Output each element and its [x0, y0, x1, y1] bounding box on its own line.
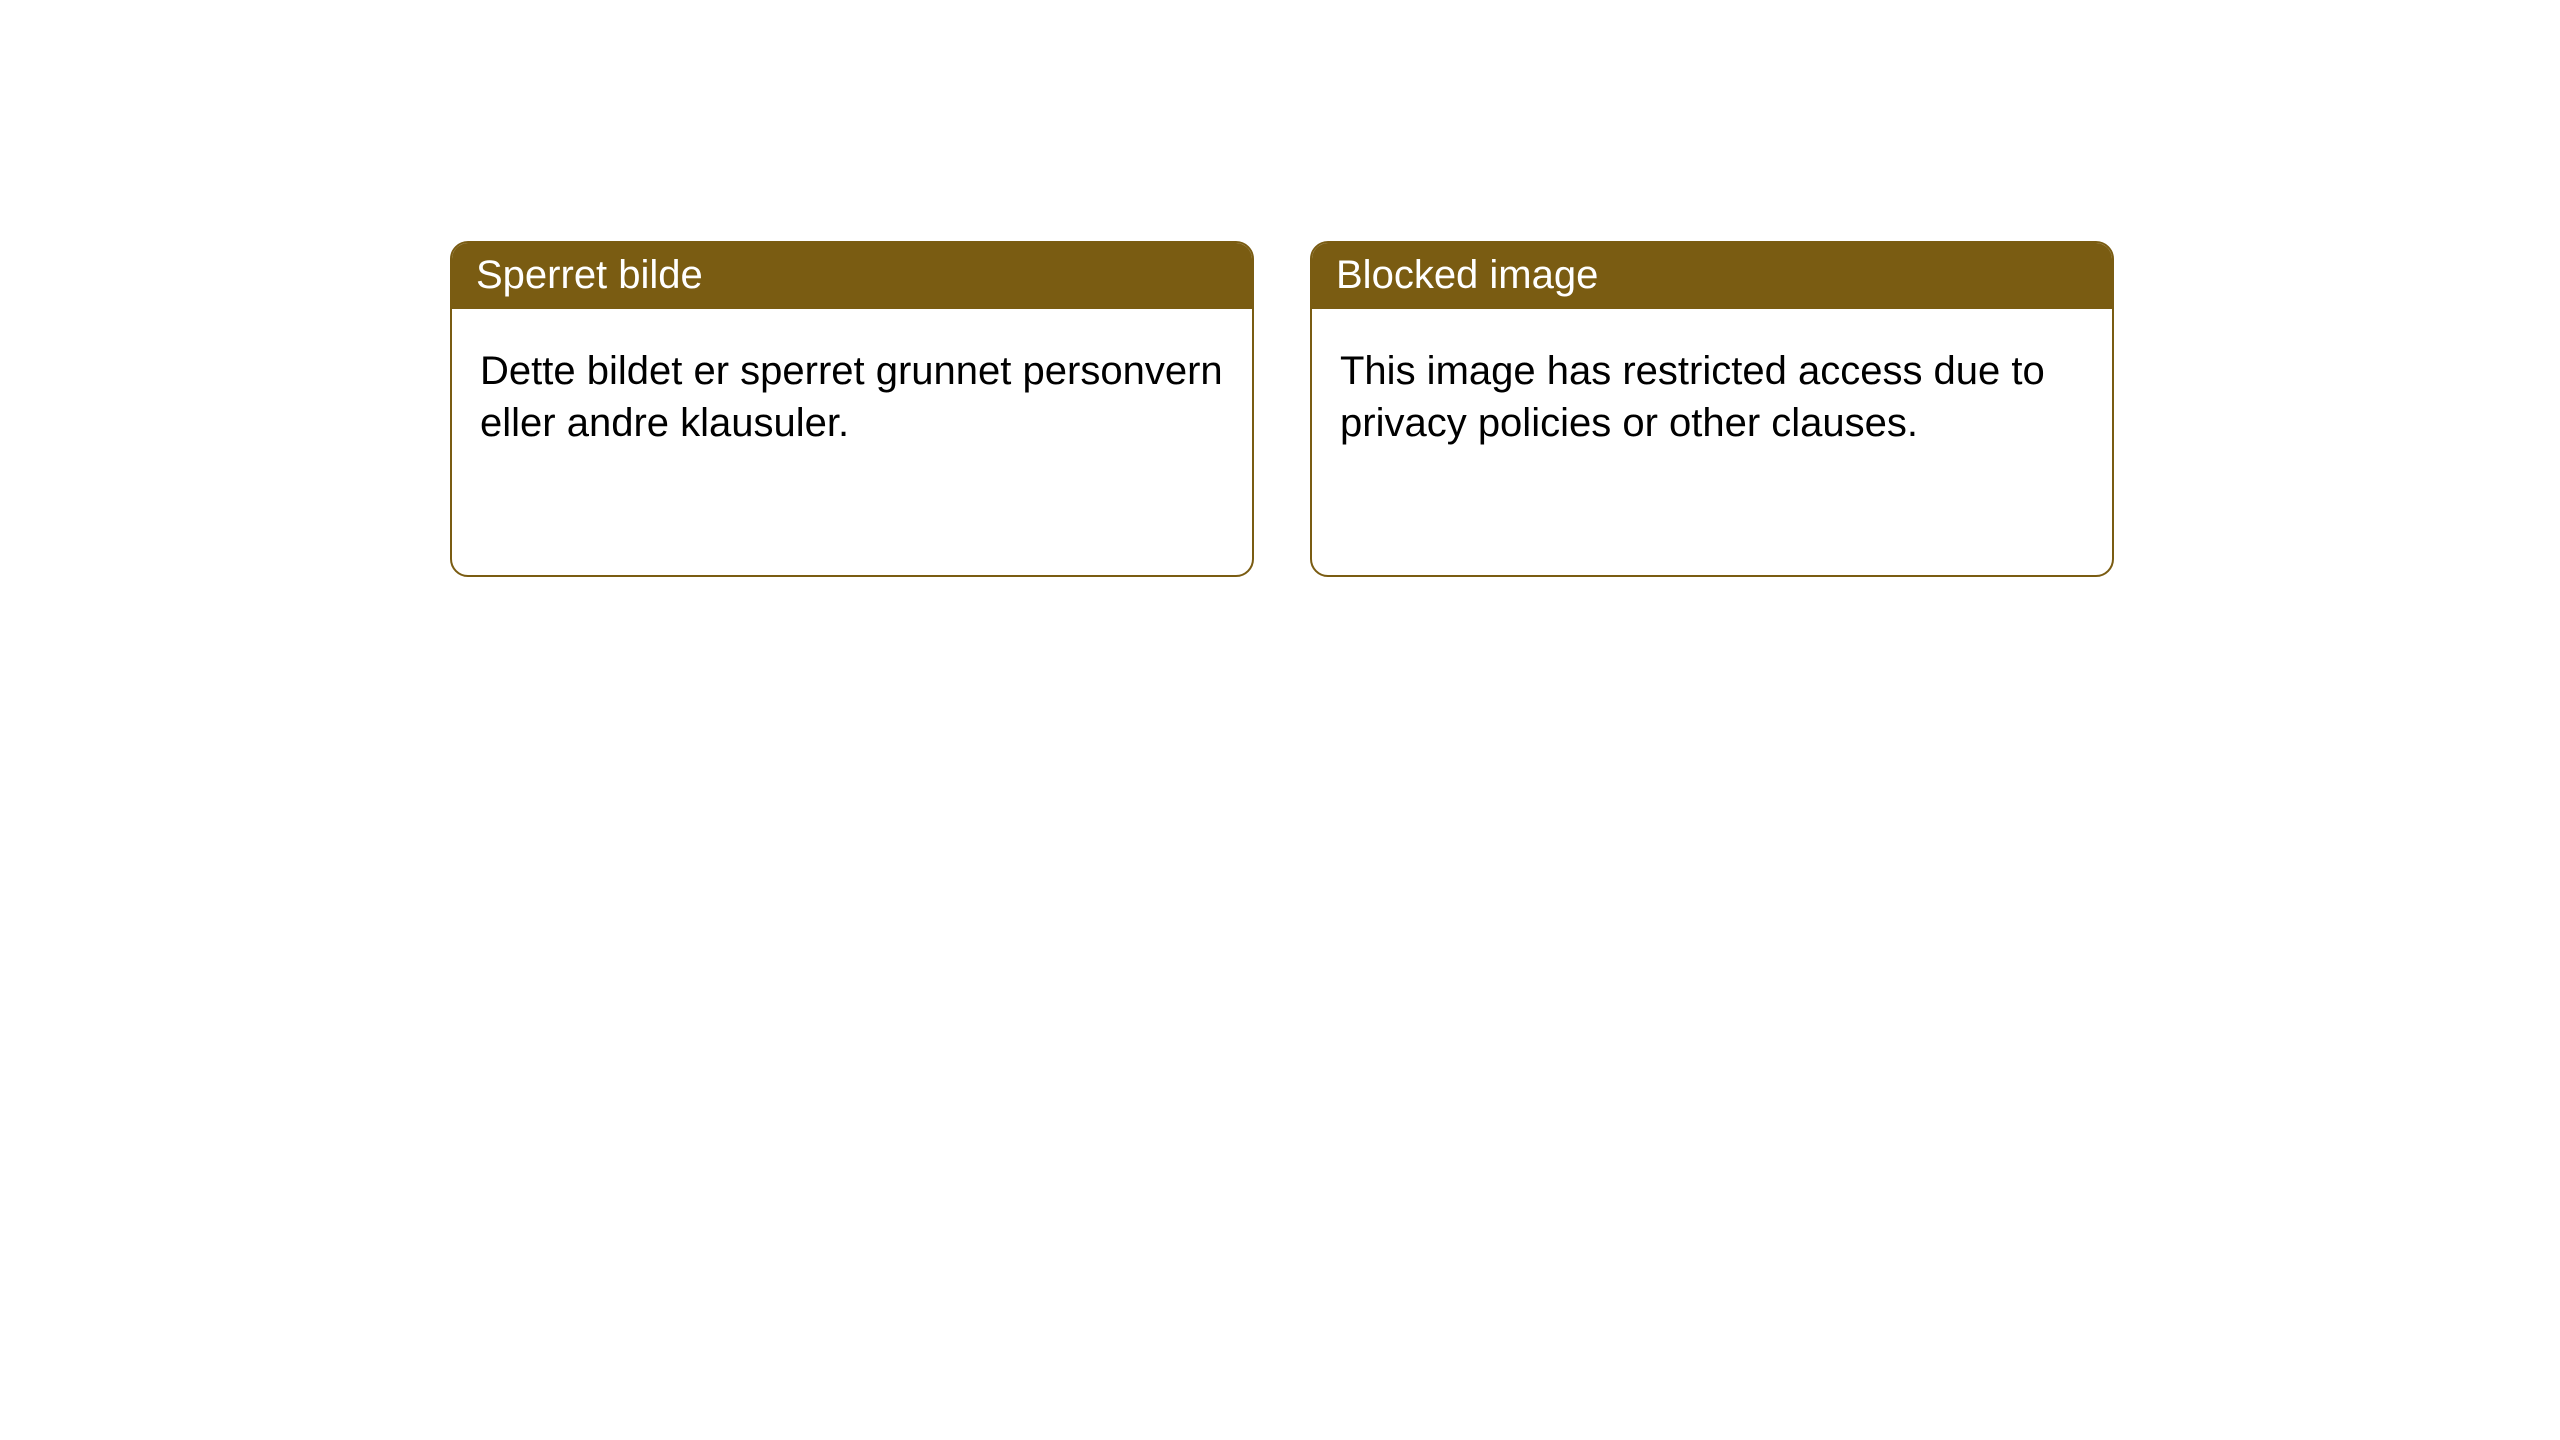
notice-card-norwegian: Sperret bilde Dette bildet er sperret gr…	[450, 241, 1254, 577]
card-title: Sperret bilde	[476, 253, 703, 297]
card-body-text: Dette bildet er sperret grunnet personve…	[480, 349, 1223, 445]
card-body: This image has restricted access due to …	[1312, 309, 2112, 477]
card-body: Dette bildet er sperret grunnet personve…	[452, 309, 1252, 477]
notice-card-english: Blocked image This image has restricted …	[1310, 241, 2114, 577]
card-body-text: This image has restricted access due to …	[1340, 349, 2045, 445]
card-title: Blocked image	[1336, 253, 1598, 297]
card-header: Sperret bilde	[452, 243, 1252, 309]
notice-container: Sperret bilde Dette bildet er sperret gr…	[0, 0, 2560, 577]
card-header: Blocked image	[1312, 243, 2112, 309]
